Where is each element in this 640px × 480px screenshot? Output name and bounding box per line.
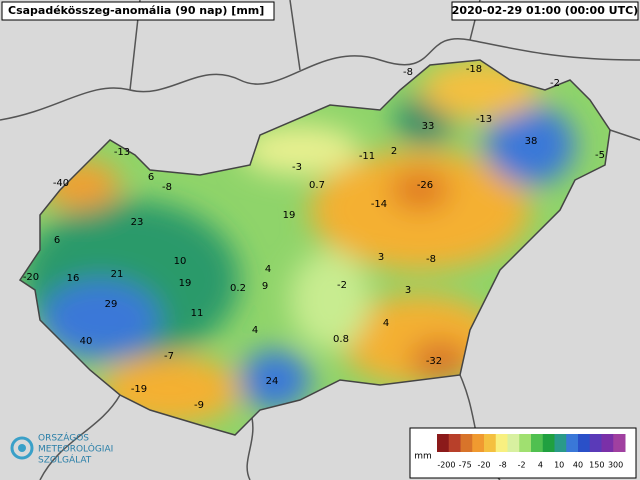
station-value: 4 [265,264,271,275]
title: Csapadékösszeg-anomália (90 nap) [mm] [8,4,264,17]
station-value: -13 [114,147,130,158]
legend-unit: mm [414,452,432,462]
legend-tick-label: -200 [437,461,455,470]
station-value: 6 [148,172,154,183]
logo: ORSZÁGOS METEOROLÓGIAI SZOLGÁLAT [10,432,113,466]
legend-swatch [472,434,485,452]
legend-tick-label: -75 [459,461,472,470]
legend-swatch [554,434,567,452]
legend-tick-label: -2 [518,461,526,470]
legend-swatch [460,434,473,452]
legend-swatch [507,434,520,452]
legend-swatch [484,434,497,452]
legend-swatch [589,434,602,452]
station-value: 0.7 [309,180,325,191]
country-outline [18,59,611,436]
legend-tick-label: 4 [538,461,543,470]
legend-swatch [437,434,450,452]
station-value: -2 [550,78,560,89]
station-value: -40 [53,178,69,189]
title-box [1,1,275,21]
station-value: 0.8 [333,334,349,345]
station-value: 21 [111,269,124,280]
legend-swatch [578,434,591,452]
station-value: 16 [67,273,80,284]
station-value: -19 [131,384,147,395]
legend-swatch [542,434,555,452]
station-value: -26 [417,180,433,191]
station-value: 19 [283,210,296,221]
station-value: -8 [162,182,172,193]
station-value: -5 [595,150,605,161]
logo-line: METEOROLÓGIAI [38,443,113,455]
station-value: -32 [426,356,442,367]
legend-tick-label: -20 [477,461,490,470]
legend: -200 -75 -20 -8 -2 4 10 40 150 300 [437,434,626,470]
legend-swatch [613,434,626,452]
station-value: 3 [378,252,384,263]
station-value: -11 [359,151,375,162]
station-value: 9 [262,281,268,292]
logo-line: SZOLGÁLAT [38,454,92,466]
station-value: 23 [131,217,144,228]
station-value: 11 [191,308,204,319]
legend-swatch [495,434,508,452]
legend-swatch [601,434,614,452]
station-value: 33 [422,121,435,132]
legend-swatch [531,434,544,452]
station-value: -3 [292,162,302,173]
station-value: 19 [179,278,192,289]
legend-tick-label: 10 [554,461,564,470]
legend-tick-label: 40 [573,461,583,470]
legend-tick-label: 300 [608,461,623,470]
legend-tick-label: 150 [589,461,604,470]
timestamp: 2020-02-29 01:00 (00:00 UTC) [452,4,638,17]
station-value: -7 [164,351,174,362]
station-value: 4 [252,325,258,336]
legend-swatch [566,434,579,452]
station-value: -9 [194,400,204,411]
station-value: -20 [23,272,39,283]
station-value: 2 [391,146,397,157]
station-value: 29 [105,299,118,310]
timestamp-box [451,1,639,21]
station-value: -14 [371,199,387,210]
station-value: 0.2 [230,283,246,294]
station-value: -8 [426,254,436,265]
station-value: -13 [476,114,492,125]
station-value: 38 [525,136,538,147]
station-value: 6 [54,235,60,246]
station-value: 24 [266,376,279,387]
station-value: 10 [174,256,187,267]
legend-swatch [448,434,461,452]
station-value: -18 [466,64,482,75]
station-value: 3 [405,285,411,296]
legend-tick-label: -8 [499,461,507,470]
legend-swatch [519,434,532,452]
station-value: -8 [403,67,413,78]
station-value: -2 [337,280,347,291]
logo-line: ORSZÁGOS [38,432,89,444]
station-value: 40 [80,336,93,347]
station-value: 4 [383,318,389,329]
